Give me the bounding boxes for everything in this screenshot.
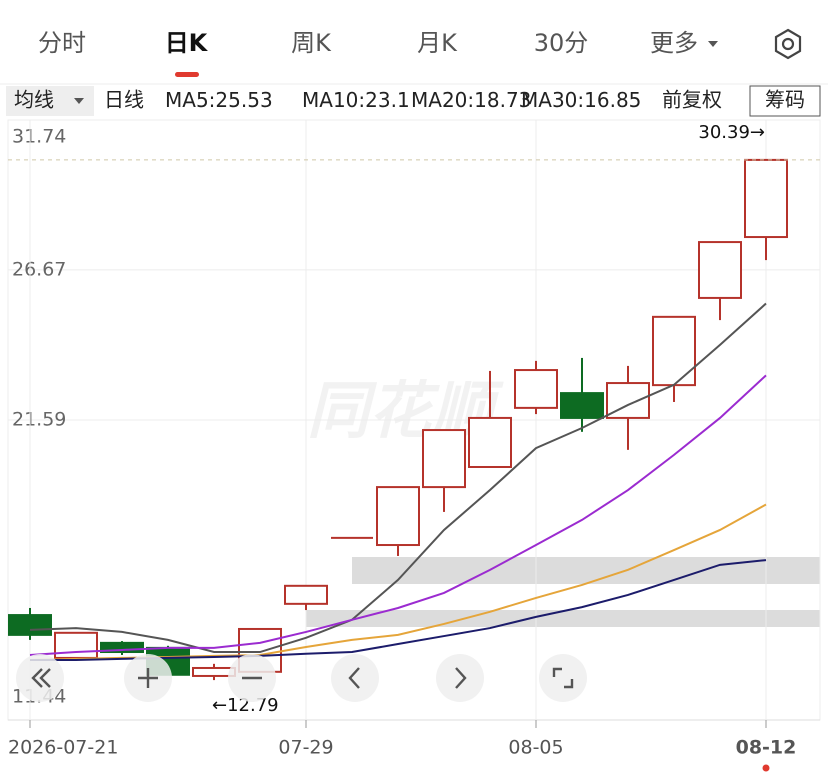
candle-body xyxy=(652,315,696,387)
chips-button[interactable] xyxy=(749,85,821,117)
candle-body xyxy=(8,614,52,636)
nav-buttons xyxy=(16,654,587,702)
legend-entry: MA5:25.53 xyxy=(165,88,273,112)
ma-caret xyxy=(74,98,84,104)
next-icon xyxy=(455,667,467,689)
legend-name: MA10 xyxy=(302,88,358,112)
ma-line xyxy=(29,374,767,656)
candle-body xyxy=(284,584,328,605)
x-tick-label: 2026-07-21 xyxy=(8,737,118,759)
chips-label[interactable]: 筹码 xyxy=(765,88,805,112)
settings-dot xyxy=(781,37,795,51)
x-tick-label: 08-05 xyxy=(508,737,563,759)
candle-body xyxy=(376,486,420,547)
tab[interactable]: 30分 xyxy=(534,29,589,57)
tab[interactable]: 日K xyxy=(165,29,209,57)
high-annotation: 30.39→ xyxy=(698,122,765,143)
y-tick-label: 21.59 xyxy=(12,409,66,431)
next-button[interactable] xyxy=(436,654,484,702)
legend-value: 18.73 xyxy=(474,88,531,112)
legend-value: 25.53 xyxy=(215,88,272,112)
legend-entry: MA10:23.1 xyxy=(302,88,410,112)
candle-body xyxy=(422,429,466,489)
tab[interactable]: 更多 xyxy=(650,29,698,57)
legend-separator: : xyxy=(577,88,584,112)
tab[interactable]: 月K xyxy=(417,29,458,57)
settings-hexagon xyxy=(774,28,802,60)
candle-body xyxy=(744,158,788,239)
period-label: 日线 xyxy=(104,88,144,112)
legend-value: 23.1 xyxy=(365,88,410,112)
candle-body xyxy=(54,631,98,659)
y-tick-label: 31.74 xyxy=(12,126,66,148)
legend-separator: : xyxy=(209,88,216,112)
candle-body xyxy=(514,369,558,409)
prev-icon xyxy=(348,667,360,689)
fullscreen-icon xyxy=(552,667,574,689)
ma-menu[interactable]: 均线 xyxy=(14,88,54,112)
candle-body xyxy=(560,392,604,419)
candle-body xyxy=(698,241,742,299)
fullscreen-button[interactable] xyxy=(539,654,587,702)
tab[interactable]: 分时 xyxy=(38,29,86,57)
adjust-button[interactable]: 前复权 xyxy=(662,88,722,112)
x-tick-label: 08-12 xyxy=(736,737,797,759)
legend-entry: MA20:18.73 xyxy=(411,88,531,112)
legend-separator: : xyxy=(358,88,365,112)
tab[interactable]: 周K xyxy=(291,29,332,57)
current-marker xyxy=(762,764,770,772)
legend-name: MA20 xyxy=(411,88,467,112)
legend-separator: : xyxy=(467,88,474,112)
chip-band xyxy=(352,557,820,584)
candle-body xyxy=(468,416,512,468)
active-tab-indicator xyxy=(175,72,199,77)
zoom-in-icon xyxy=(138,668,158,688)
low-annotation: ←12.79 xyxy=(212,695,279,716)
x-tick-label: 07-29 xyxy=(278,737,333,759)
ma-line xyxy=(29,302,767,654)
settings-icon[interactable] xyxy=(774,28,802,60)
legend-value: 16.85 xyxy=(584,88,641,112)
legend-name: MA30 xyxy=(521,88,577,112)
chip-band xyxy=(306,610,820,627)
legend-entry: MA30:16.85 xyxy=(521,88,641,112)
candle-body xyxy=(100,641,144,654)
y-tick-label: 26.67 xyxy=(12,258,66,280)
legend-name: MA5 xyxy=(165,88,209,112)
more-caret[interactable] xyxy=(708,41,718,47)
zoom-first-icon xyxy=(31,668,51,688)
prev-button[interactable] xyxy=(331,654,379,702)
